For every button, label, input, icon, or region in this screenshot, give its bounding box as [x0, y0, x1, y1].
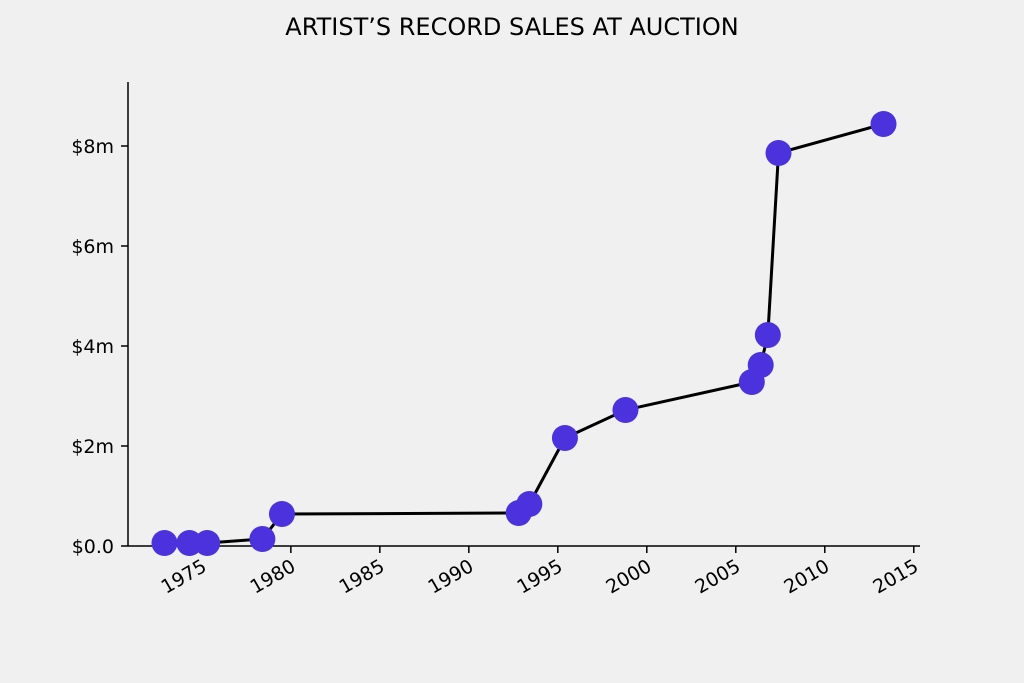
marker [551, 425, 578, 451]
marker [268, 501, 295, 527]
y-tick-label: $6m [71, 236, 114, 258]
marker [765, 140, 792, 166]
chart-title: ARTIST’S RECORD SALES AT AUCTION [285, 13, 738, 41]
marker [747, 352, 774, 378]
marker [194, 530, 221, 556]
marker [176, 530, 203, 556]
marker [612, 397, 639, 423]
marker [249, 526, 276, 552]
y-tick-label: $4m [71, 336, 114, 358]
marker [516, 491, 543, 517]
y-tick-label: $8m [71, 136, 114, 158]
marker [151, 530, 178, 556]
marker [754, 322, 781, 348]
marker [870, 111, 897, 137]
y-tick-label: $2m [71, 436, 114, 458]
y-tick-label: $0.0 [72, 536, 114, 558]
